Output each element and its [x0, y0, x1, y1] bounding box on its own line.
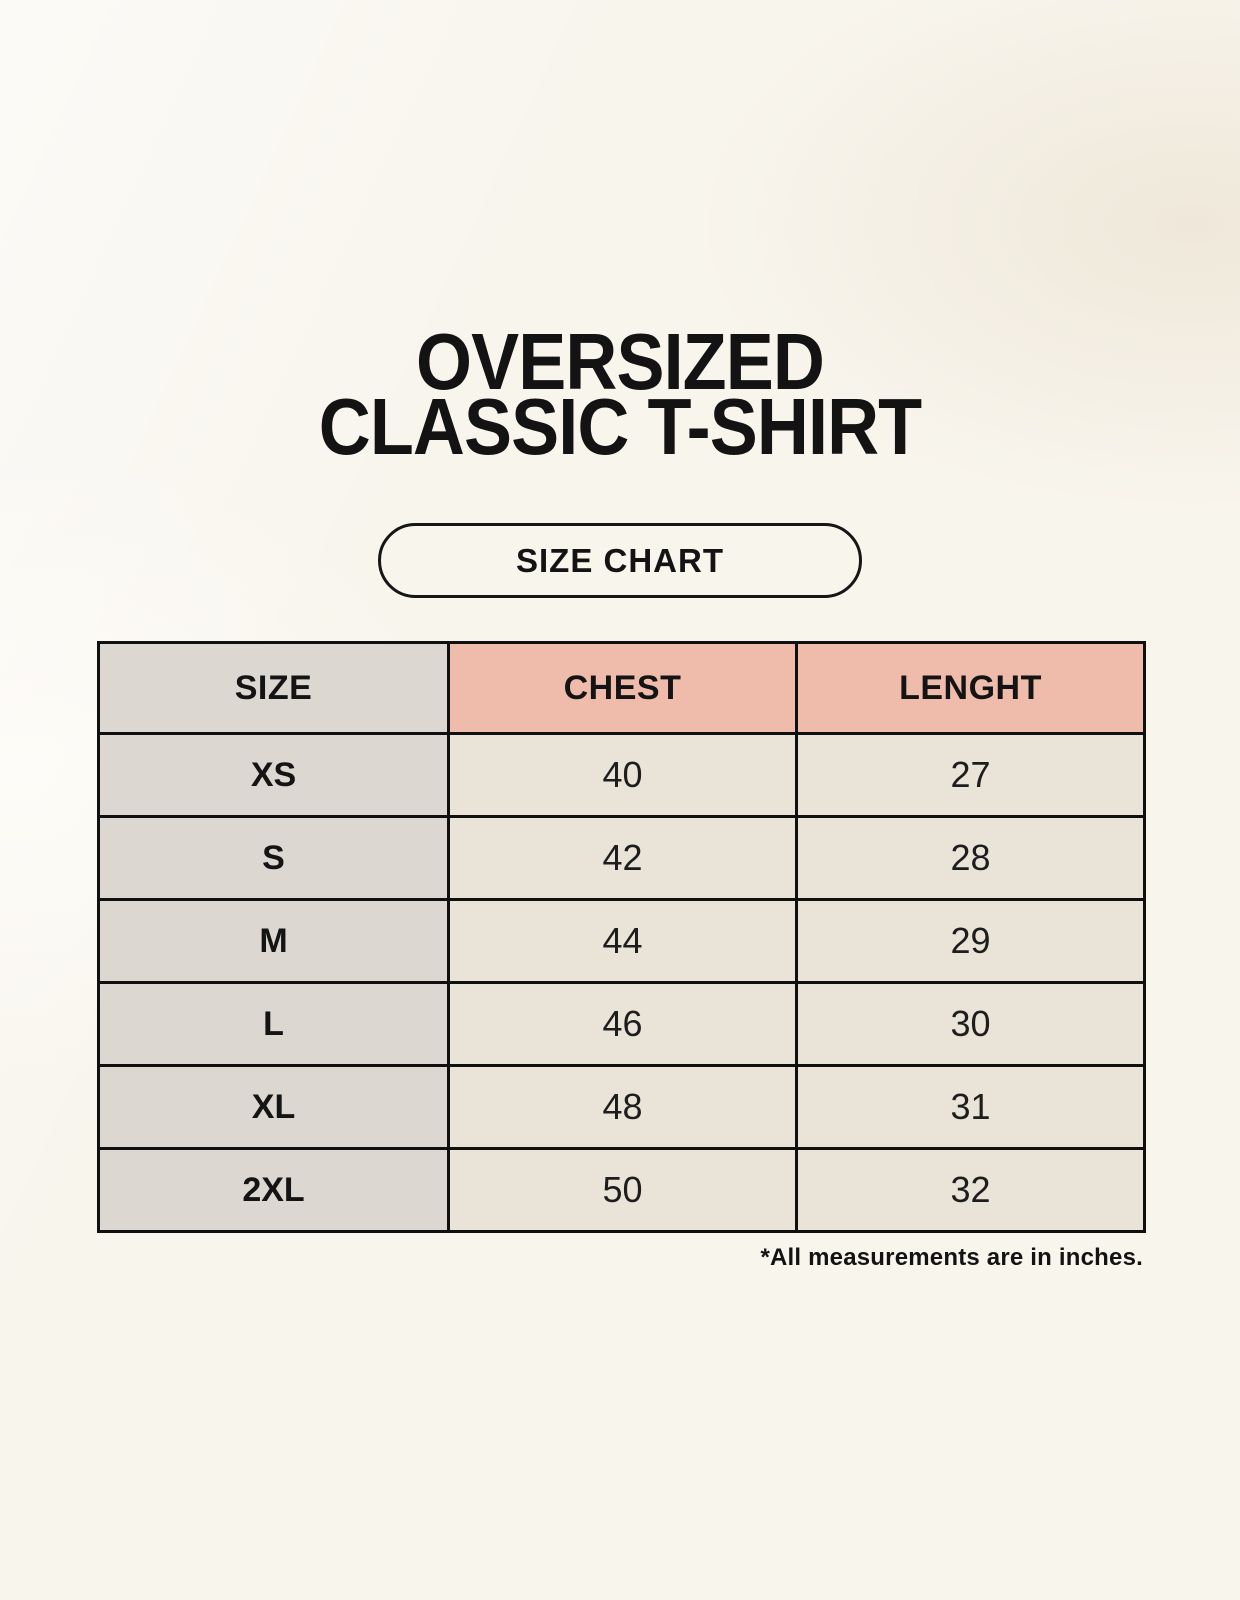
table-row: XL 48 31 — [97, 1064, 1146, 1150]
cell-chest: 44 — [447, 898, 798, 984]
cell-chest: 48 — [447, 1064, 798, 1150]
cell-size: L — [97, 981, 450, 1067]
size-chart-badge-label: SIZE CHART — [516, 541, 724, 579]
cell-chest: 50 — [447, 1147, 798, 1233]
table-row: M 44 29 — [97, 898, 1146, 984]
product-title-line2: CLASSIC T-SHIRT — [318, 382, 922, 471]
cell-size: M — [97, 898, 450, 984]
cell-length: 30 — [795, 981, 1146, 1067]
cell-length: 29 — [795, 898, 1146, 984]
cell-length: 28 — [795, 815, 1146, 901]
cell-size: XS — [97, 732, 450, 818]
cell-length: 27 — [795, 732, 1146, 818]
size-chart-table: SIZE CHEST LENGHT XS 40 27 S 42 28 M 44 … — [97, 641, 1146, 1233]
cell-size: XL — [97, 1064, 450, 1150]
table-row: L 46 30 — [97, 981, 1146, 1067]
table-header-row: SIZE CHEST LENGHT — [97, 641, 1146, 735]
product-title-line1: OVERSIZED — [416, 317, 825, 406]
size-chart-badge: SIZE CHART — [378, 523, 862, 598]
header-length: LENGHT — [795, 641, 1146, 735]
cell-chest: 40 — [447, 732, 798, 818]
cell-chest: 46 — [447, 981, 798, 1067]
cell-length: 31 — [795, 1064, 1146, 1150]
measurements-footnote: *All measurements are in inches. — [760, 1244, 1143, 1271]
product-title: OVERSIZED CLASSIC T-SHIRT — [0, 317, 1240, 471]
header-size: SIZE — [97, 641, 450, 735]
table-row: 2XL 50 32 — [97, 1147, 1146, 1233]
table-row: S 42 28 — [97, 815, 1146, 901]
cell-length: 32 — [795, 1147, 1146, 1233]
table-row: XS 40 27 — [97, 732, 1146, 818]
cell-size: S — [97, 815, 450, 901]
cell-size: 2XL — [97, 1147, 450, 1233]
header-chest: CHEST — [447, 641, 798, 735]
cell-chest: 42 — [447, 815, 798, 901]
